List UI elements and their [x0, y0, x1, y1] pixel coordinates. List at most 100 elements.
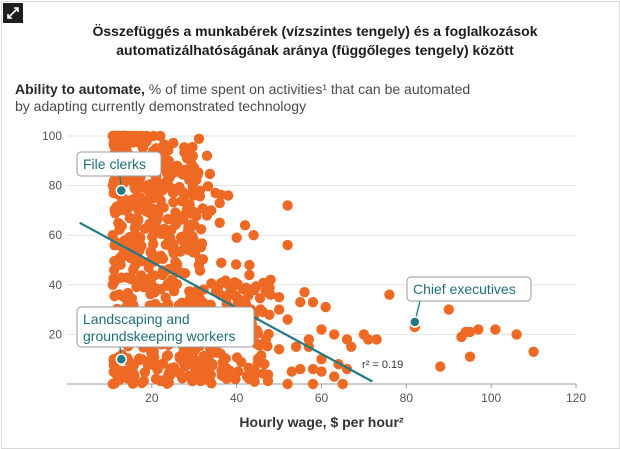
data-point [136, 270, 147, 281]
data-point [141, 206, 152, 217]
y-tick-label: 40 [49, 278, 63, 292]
data-point [243, 362, 254, 373]
data-point [188, 162, 200, 173]
data-point [231, 352, 243, 363]
data-point [273, 304, 285, 315]
data-point [168, 286, 180, 297]
data-point [201, 150, 213, 161]
callout-label: groundskeeping workers [83, 328, 236, 344]
data-point [282, 200, 293, 211]
annotations: r² = 0.19 File clerks Chief executives Land… [76, 151, 532, 383]
data-point [231, 232, 242, 243]
data-point [133, 354, 145, 366]
data-point [290, 341, 302, 352]
callout-box [76, 151, 162, 177]
x-tick-label: 100 [481, 391, 501, 405]
data-point [143, 262, 154, 273]
callout-box [406, 276, 532, 302]
data-point [303, 334, 314, 345]
data-point [262, 369, 274, 380]
callout-label: Chief executives [413, 281, 516, 297]
data-point [158, 179, 169, 190]
data-point [109, 264, 120, 276]
data-point [286, 366, 297, 377]
data-point [194, 185, 205, 196]
data-point [155, 375, 166, 387]
data-point [139, 138, 150, 149]
data-point [144, 218, 155, 230]
data-point [214, 197, 225, 209]
data-point [149, 352, 160, 363]
data-point [156, 226, 167, 237]
chart-title: Összefüggés a munkabérek (vízszintes ten… [50, 22, 580, 60]
data-point [183, 353, 195, 364]
data-point [265, 274, 276, 285]
data-point [295, 363, 306, 375]
data-point [124, 251, 135, 262]
data-point [248, 230, 259, 241]
data-point [146, 282, 157, 294]
data-point [307, 297, 319, 308]
data-point [216, 257, 227, 268]
data-point [210, 187, 221, 199]
data-point [175, 246, 186, 257]
x-tick-label: 60 [315, 391, 329, 405]
data-point [295, 297, 306, 308]
callout-box [76, 306, 255, 348]
data-point [464, 326, 476, 338]
x-tick-label: 20 [145, 391, 159, 405]
data-point [128, 369, 140, 380]
data-point [155, 359, 166, 371]
data-point [168, 137, 179, 149]
trend-line [79, 221, 373, 383]
data-point [119, 143, 130, 154]
expand-icon[interactable] [3, 3, 23, 23]
data-point [223, 190, 234, 201]
data-point [443, 304, 454, 315]
data-point [177, 210, 188, 222]
data-point [307, 363, 319, 375]
data-point [316, 366, 327, 377]
data-point [120, 293, 131, 304]
data-point [145, 247, 156, 258]
callout-marker [409, 316, 421, 328]
y-tick-label: 20 [49, 327, 63, 341]
data-point [239, 220, 251, 231]
data-point [248, 284, 260, 295]
subtitle-line-2: by adapting currently demonstrated techn… [15, 98, 307, 114]
data-point [127, 274, 138, 285]
data-point [183, 370, 195, 381]
data-point [204, 356, 215, 367]
data-point [262, 341, 273, 352]
chart-title-line-2: automatizálhatóságának aránya (függőlege… [116, 42, 514, 58]
data-point [273, 344, 285, 355]
data-points [107, 130, 539, 390]
callout-label: File clerks [83, 156, 146, 172]
data-point [204, 168, 216, 180]
data-point [189, 247, 200, 258]
callout-marker [115, 184, 128, 197]
data-point [193, 362, 204, 373]
data-point [167, 238, 178, 250]
data-point [170, 219, 181, 230]
chart-subtitle: Ability to automate, % of time spent on … [15, 81, 605, 115]
data-point [244, 269, 255, 281]
data-point [128, 264, 139, 275]
data-point [142, 180, 153, 191]
chart-title-line-1: Összefüggés a munkabérek (vízszintes ten… [92, 23, 538, 39]
data-point [473, 324, 484, 335]
data-point [112, 254, 124, 266]
y-tick-label: 60 [49, 228, 63, 242]
data-point [346, 341, 357, 352]
data-point [126, 194, 137, 206]
data-point [176, 168, 187, 179]
data-point [316, 324, 327, 335]
callout-marker [115, 353, 128, 365]
data-point [371, 334, 382, 345]
data-point [107, 279, 119, 290]
data-point [282, 239, 293, 251]
data-point [148, 238, 159, 250]
data-point [134, 193, 145, 204]
